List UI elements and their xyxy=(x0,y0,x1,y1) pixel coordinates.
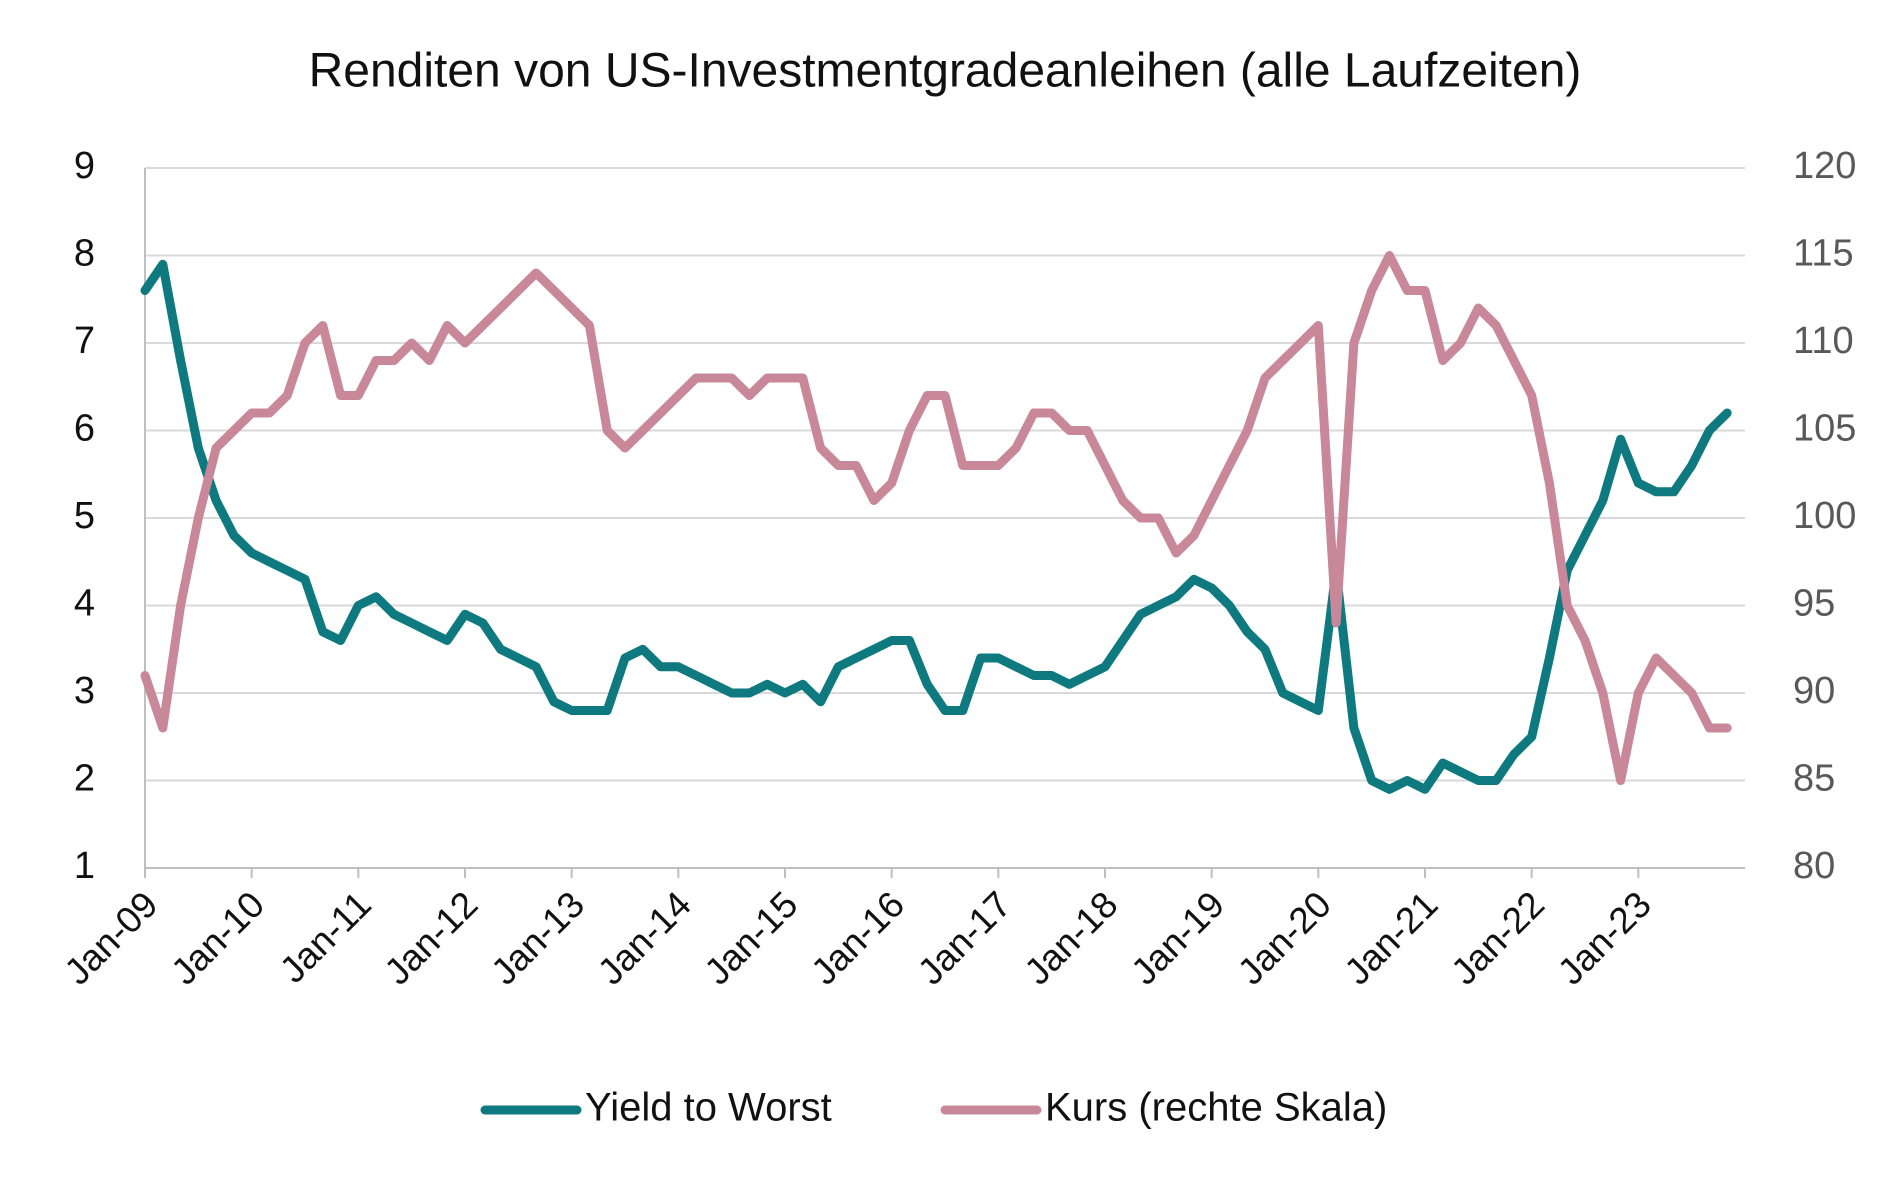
y2-tick-label: 120 xyxy=(1793,145,1856,187)
x-tick-label: Jan-11 xyxy=(272,884,379,991)
y-tick-label: 1 xyxy=(74,845,95,887)
x-tick-label: Jan-21 xyxy=(1337,884,1446,993)
x-tick-label: Jan-12 xyxy=(377,884,486,993)
y2-tick-label: 95 xyxy=(1793,583,1835,625)
y-tick-label: 7 xyxy=(74,320,95,362)
x-tick-label: Jan-23 xyxy=(1550,884,1659,993)
x-tick-label: Jan-18 xyxy=(1017,884,1126,993)
x-tick-label: Jan-14 xyxy=(590,884,699,993)
y2-tick-label: 90 xyxy=(1793,670,1835,712)
y2-tick-label: 115 xyxy=(1793,233,1854,275)
legend-label: Yield to Worst xyxy=(585,1086,832,1130)
y2-tick-label: 100 xyxy=(1793,495,1856,537)
y-tick-label: 4 xyxy=(74,583,95,625)
x-tick-label: Jan-09 xyxy=(57,884,166,993)
series-line xyxy=(140,251,1732,785)
y2-tick-label: 85 xyxy=(1793,758,1835,800)
chart-title: Renditen von US-Investmentgradeanleihen … xyxy=(309,45,1582,98)
y-tick-label: 3 xyxy=(74,670,95,712)
y-tick-label: 6 xyxy=(74,408,95,450)
x-tick-label: Jan-19 xyxy=(1123,884,1232,993)
x-tick-label: Jan-20 xyxy=(1230,884,1339,993)
series-line xyxy=(140,259,1732,794)
x-tick-label: Jan-13 xyxy=(483,884,592,993)
legend-label: Kurs (rechte Skala) xyxy=(1045,1086,1387,1130)
x-tick-label: Jan-16 xyxy=(803,884,912,993)
y2-tick-label: 110 xyxy=(1793,320,1854,362)
y2-tick-label: 80 xyxy=(1793,845,1835,887)
x-tick-label: Jan-15 xyxy=(697,884,806,993)
x-tick-label: Jan-10 xyxy=(163,884,272,993)
y-tick-label: 8 xyxy=(74,233,95,275)
y-tick-label: 9 xyxy=(74,145,95,187)
y-tick-label: 2 xyxy=(74,758,95,800)
y2-tick-label: 105 xyxy=(1793,408,1856,450)
x-tick-label: Jan-17 xyxy=(910,884,1019,993)
x-tick-label: Jan-22 xyxy=(1443,884,1552,993)
y-tick-label: 5 xyxy=(74,495,95,537)
